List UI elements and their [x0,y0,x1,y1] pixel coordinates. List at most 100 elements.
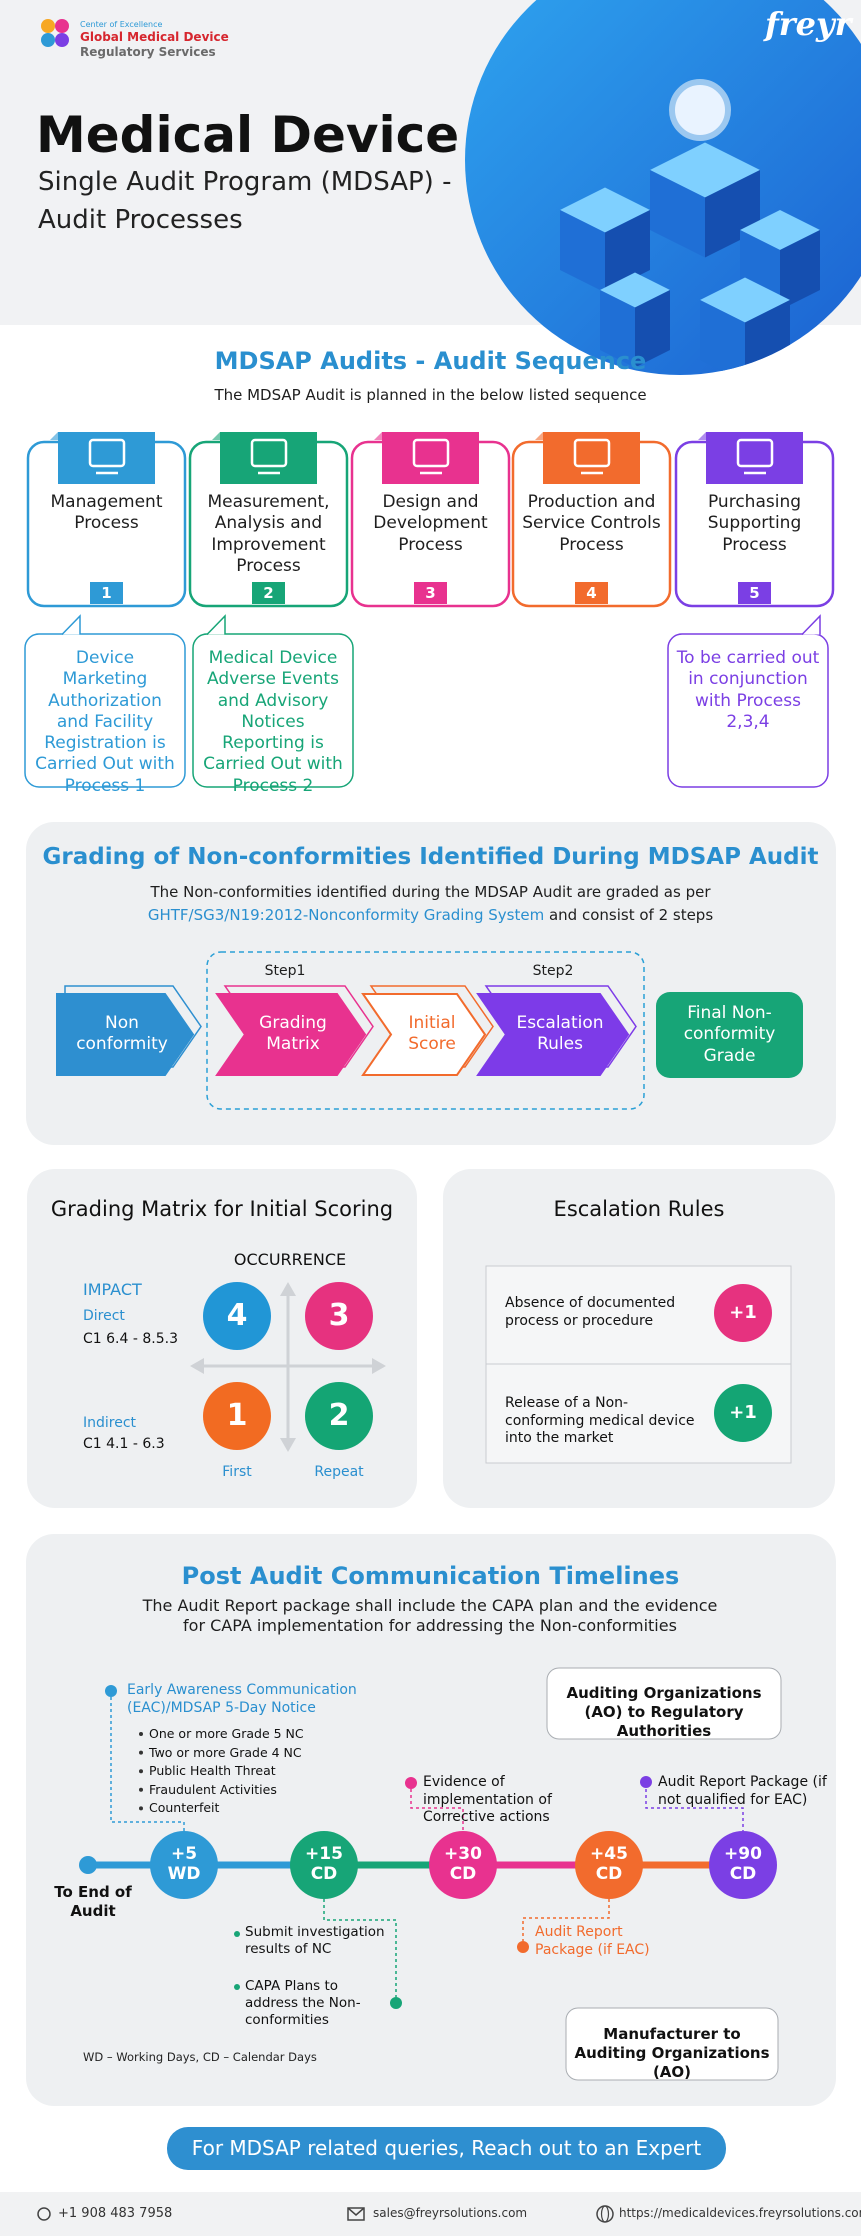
step-label: Purchasing Supporting Process [707,492,802,555]
rule-increment [714,1384,772,1442]
cta-button [167,2127,726,2170]
milestone-label: +15 CD [305,1844,343,1885]
grade-number: 1 [226,1398,248,1433]
note-pointer [206,614,226,636]
iso-left [650,170,705,258]
step-icon [88,438,126,468]
step-badge [414,582,447,604]
milestone-label: +30 CD [444,1844,482,1885]
phone-icon [37,2207,51,2221]
grading-intro-line: GHTF/SG3/N19:2012-Nonconformity Grading … [0,906,861,925]
annotation-dot [105,1685,117,1697]
capa-note: CAPA Plans to address the Non-conformiti… [245,1978,361,2028]
logo-tag: Center of Excellence [80,20,163,29]
axis-arrow [372,1358,386,1374]
step-icon [573,438,611,468]
ao-to-ra: Auditing Organizations (AO) to Regulator… [566,1684,762,1740]
bullet [139,1750,143,1755]
rule-text: Absence of documented process or procedu… [505,1295,676,1329]
milestone [575,1831,643,1899]
connector [645,1789,744,1831]
grading-intro-end: and consist of 2 steps [544,906,714,924]
flow-final-label: Final Non-conformity Grade [683,1003,776,1066]
step-badge [575,582,608,604]
panel-title: Escalation Rules [553,1197,725,1221]
connector [410,1789,464,1831]
rule-text: Release of a Non-conforming medical devi… [505,1395,695,1446]
footer-phone: +1 908 483 7958 [58,2206,173,2221]
panel-title: Grading Matrix for Initial Scoring [50,1197,394,1221]
logo-dot [41,19,55,33]
step-badge [252,582,285,604]
footer-bg [0,2192,861,2236]
eac-item: Fraudulent Activities [149,1781,277,1797]
investigation-note: Submit investigation results of NC [245,1924,385,1957]
annotation-dot [234,1931,240,1937]
step-badge [738,582,771,604]
bullet [139,1806,143,1811]
flow-box [565,2007,779,2081]
connector [522,1899,610,1941]
occurrence-first: First [222,1464,252,1480]
flow-grading-label: Grading Matrix [259,1013,327,1055]
step-label: Management Process [50,492,163,534]
iso-right [635,290,670,368]
impact-label: IMPACT [83,1280,142,1299]
axis-arrow [280,1438,296,1452]
indirect-label: Indirect [83,1415,137,1431]
flow-box [546,1667,782,1740]
tab-fold [374,432,382,440]
note-text: Device Marketing Authorization and Facil… [35,648,175,796]
section-title: Grading of Non-conformities Identified D… [42,844,819,870]
eac-item: Two or more Grade 4 NC [149,1744,302,1760]
direct-label: Direct [83,1308,125,1324]
step-label: Design and Development Process [373,492,488,555]
evidence-note: Evidence of implementation of Corrective… [423,1774,552,1825]
flow-grading [215,993,367,1076]
eac-title: Early Awareness Communication (EAC)/MDSA… [127,1682,357,1716]
milestone [429,1831,497,1899]
bullet [139,1732,143,1736]
step-icon [412,438,450,468]
annotation-dot [640,1776,652,1788]
flow-score-label: Initial Score [408,1013,456,1055]
eac-item: One or more Grade 5 NC [149,1726,304,1741]
note-box [24,633,186,788]
note-text: To be carried out in conjunction with Pr… [676,648,820,732]
tab-fold [698,432,706,440]
footer-email: sales@freyrsolutions.com [373,2206,528,2220]
indirect-clauses: C1 4.1 - 6.3 [83,1436,165,1452]
annotation-dot [390,1997,402,2009]
tab-fold [535,432,543,440]
subtitle-line: Audit Processes [38,205,243,235]
timeline-intro: The Audit Report package shall include t… [142,1596,718,1635]
scanner [669,79,731,141]
milestone-label: +5 WD [167,1844,201,1885]
grade-circle [305,1282,373,1350]
footer-url: https://medicaldevices.freyrsolutions.co… [619,2206,861,2220]
connector [323,1899,397,1997]
mfr-to-ao: Manufacturer to Auditing Organizations (… [574,2025,770,2081]
timeline-start [79,1856,97,1874]
grading-system-link: GHTF/SG3/N19:2012-Nonconformity Grading … [147,906,545,924]
eac-item: Counterfeit [149,1800,220,1816]
milestone [290,1831,358,1899]
report-no-eac-note: Audit Report Package (if not qualified f… [658,1774,827,1808]
section-title: MDSAP Audits - Audit Sequence [214,347,647,375]
timeline-start-label: To End of Audit [54,1883,132,1920]
rule-increment-label: +1 [729,1402,757,1423]
step-number: 3 [425,584,436,602]
iso-right [780,230,820,310]
grade-circle [203,1382,271,1450]
step-number: 4 [586,584,597,602]
globe-meridian [600,2205,610,2223]
step-number: 2 [263,584,274,602]
iso-left [600,290,635,368]
illustration-blocks [560,79,820,375]
grade-circle [203,1282,271,1350]
flow-score [361,993,487,1076]
grade-circle [305,1382,373,1450]
email-flap [347,2207,365,2216]
direct-clauses: C1 6.4 - 8.5.3 [83,1331,178,1347]
iso-left [560,210,605,293]
